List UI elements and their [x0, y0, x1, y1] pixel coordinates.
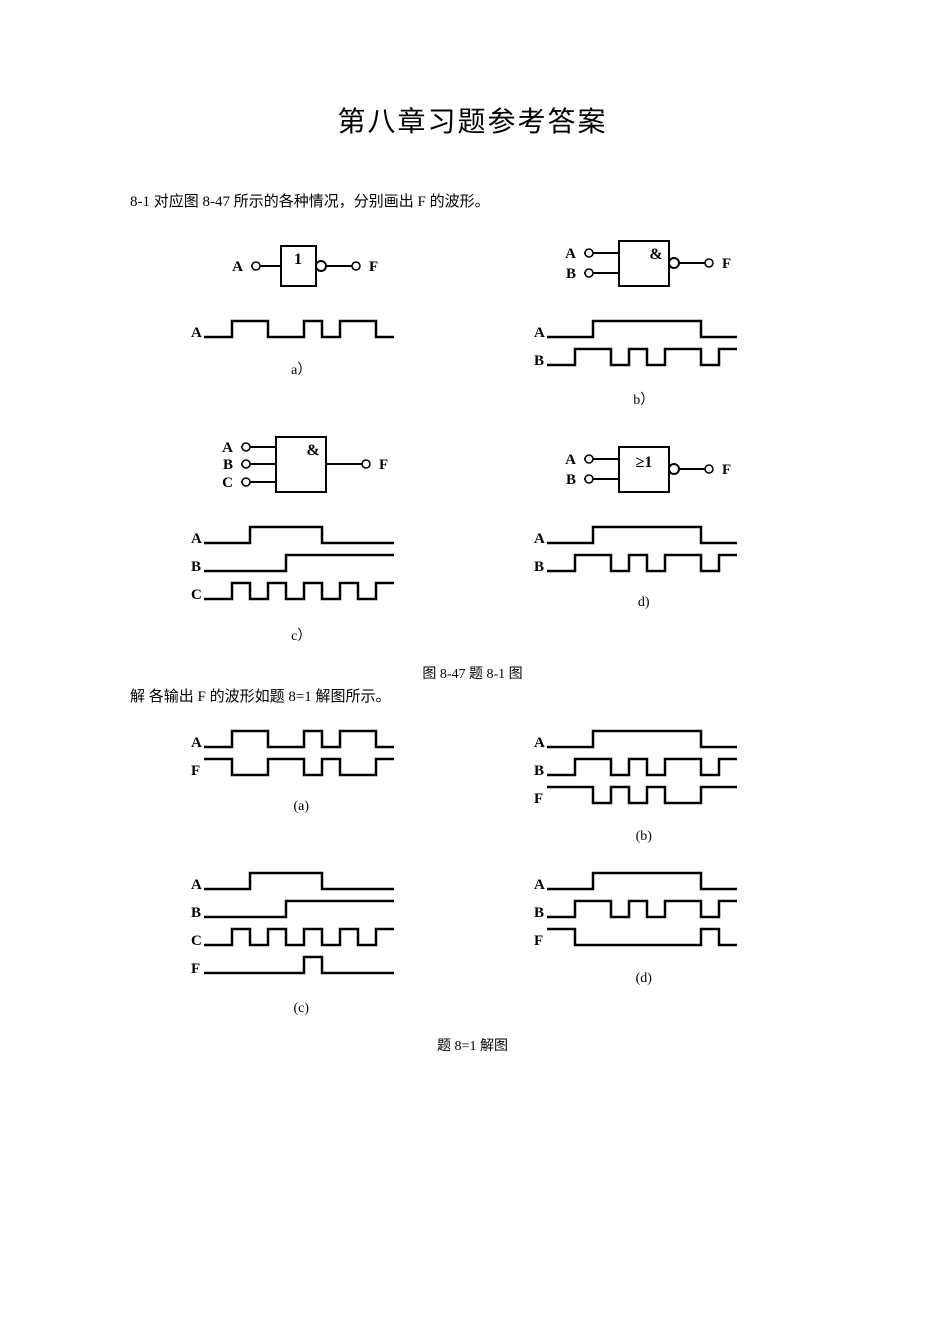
waveform-path	[557, 731, 737, 747]
waveform-path	[214, 873, 394, 889]
answer-row-2: ABCF (c) ABF (d)	[130, 863, 815, 1025]
svg-text:B: B	[566, 472, 576, 488]
svg-text:A: A	[222, 440, 233, 456]
svg-text:F: F	[722, 462, 731, 478]
svg-text:≥1: ≥1	[635, 454, 652, 471]
wave-q-d: AB	[529, 517, 759, 587]
caption-b: b）	[633, 389, 654, 409]
waveform-path	[214, 555, 394, 571]
page-title: 第八章习题参考答案	[130, 100, 815, 140]
wave-label: A	[534, 531, 545, 547]
wave-label: A	[191, 877, 202, 893]
gate-label-not: 1	[294, 251, 302, 268]
wave-label: B	[534, 353, 544, 369]
gate-d-svg: ≥1 A B F	[524, 427, 764, 517]
waveform-path	[214, 759, 394, 775]
waveform-path	[214, 929, 394, 945]
wave-label: A	[534, 325, 545, 341]
waveform-path	[214, 527, 394, 543]
question-c: & A B C F ABC c）	[181, 427, 421, 653]
gate-c-svg: & A B C F	[181, 427, 421, 517]
wave-q-a: A	[186, 311, 416, 351]
waveform-path	[214, 731, 394, 747]
svg-text:F: F	[379, 457, 388, 473]
svg-text:&: &	[307, 442, 320, 459]
wave-q-c: ABC	[186, 517, 416, 617]
waveform-path	[557, 787, 737, 803]
figure-source-caption: 图 8-47 题 8-1 图	[130, 663, 815, 683]
answer-a: AF (a)	[186, 721, 416, 823]
wave-label: A	[534, 877, 545, 893]
wave-ans-b: ABF	[529, 721, 759, 821]
wave-label: F	[534, 791, 543, 807]
wave-ans-d: ABF	[529, 863, 759, 963]
problem-statement: 8-1 对应图 8-47 所示的各种情况，分别画出 F 的波形。	[130, 190, 815, 211]
wave-label: A	[191, 531, 202, 547]
gate-a-svg: 1 A F	[181, 231, 421, 311]
svg-text:A: A	[565, 246, 576, 262]
input-label-A: A	[232, 259, 243, 275]
gate-label-nand: &	[649, 246, 662, 263]
ans-caption-d: (d)	[636, 971, 652, 987]
caption-d: d)	[638, 595, 650, 611]
wave-label: C	[191, 587, 202, 603]
question-row-1: 1 A F A a） & A	[130, 231, 815, 417]
solution-intro: 解 各输出 F 的波形如题 8=1 解图所示。	[130, 685, 815, 706]
waveform-path	[557, 321, 737, 337]
wave-label: B	[534, 905, 544, 921]
ans-caption-c: (c)	[293, 1001, 309, 1017]
svg-text:F: F	[722, 256, 731, 272]
wave-label: A	[534, 735, 545, 751]
wave-label: A	[191, 325, 202, 341]
wave-label: F	[191, 961, 200, 977]
waveform-path	[557, 901, 737, 917]
wave-q-b: AB	[529, 311, 759, 381]
waveform-path	[214, 957, 394, 973]
answer-row-1: AF (a) ABF (b)	[130, 721, 815, 853]
gate-b-svg: & A B F	[524, 231, 764, 311]
question-b: & A B F AB b）	[524, 231, 764, 417]
waveform-path	[214, 583, 394, 599]
svg-text:B: B	[566, 266, 576, 282]
wave-label: B	[191, 559, 201, 575]
figure-solution-caption: 题 8=1 解图	[130, 1035, 815, 1055]
wave-label: B	[534, 559, 544, 575]
question-d: ≥1 A B F AB d)	[524, 427, 764, 619]
wave-label: B	[534, 763, 544, 779]
wave-label: B	[191, 905, 201, 921]
waveform-path	[214, 901, 394, 917]
question-a: 1 A F A a）	[181, 231, 421, 387]
waveform-path	[557, 555, 737, 571]
svg-text:B: B	[223, 457, 233, 473]
answer-c: ABCF (c)	[186, 863, 416, 1025]
ans-caption-b: (b)	[636, 829, 652, 845]
wave-label: F	[191, 763, 200, 779]
ans-caption-a: (a)	[293, 799, 309, 815]
wave-label: F	[534, 933, 543, 949]
waveform-path	[214, 321, 394, 337]
wave-ans-a: AF	[186, 721, 416, 791]
waveform-path	[557, 929, 737, 945]
wave-label: C	[191, 933, 202, 949]
output-label-F: F	[369, 259, 378, 275]
answer-b: ABF (b)	[529, 721, 759, 853]
waveform-path	[557, 349, 737, 365]
question-row-2: & A B C F ABC c）	[130, 427, 815, 653]
caption-c: c）	[291, 625, 311, 645]
waveform-path	[557, 759, 737, 775]
wave-ans-c: ABCF	[186, 863, 416, 993]
svg-text:C: C	[222, 475, 233, 491]
caption-a: a）	[291, 359, 311, 379]
answer-d: ABF (d)	[529, 863, 759, 995]
waveform-path	[557, 873, 737, 889]
waveform-path	[557, 527, 737, 543]
wave-label: A	[191, 735, 202, 751]
svg-text:A: A	[565, 452, 576, 468]
